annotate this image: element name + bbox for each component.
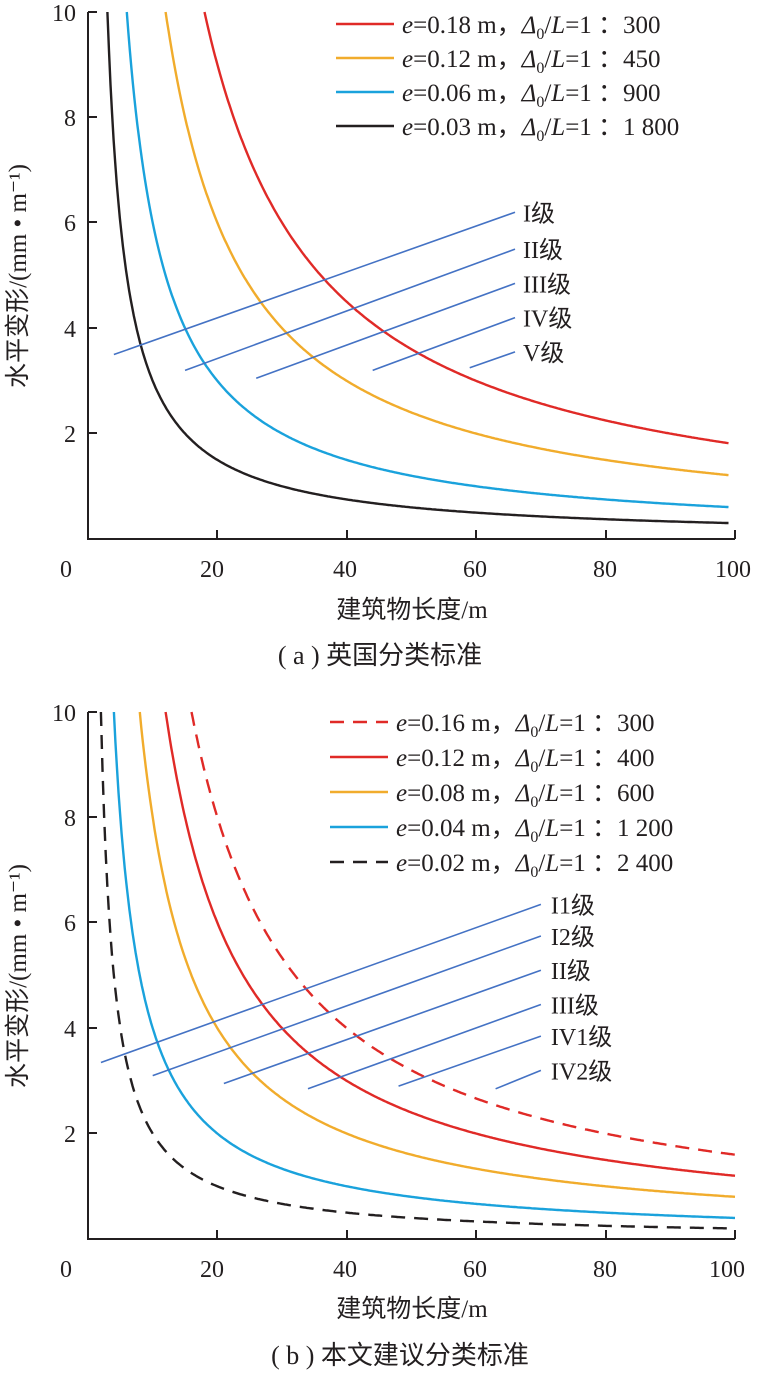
level-label-0: I级 [523, 200, 555, 227]
series-line-3 [112, 711, 735, 1220]
x-tick-label: 60 [463, 557, 487, 583]
series-line-1 [164, 711, 736, 1177]
series-line-0 [203, 11, 729, 445]
level-label-5: IV2级 [551, 1058, 612, 1085]
series-line-2 [125, 11, 729, 509]
x-tick-label: 60 [463, 1257, 487, 1283]
x-tick-label: 40 [333, 557, 357, 583]
chart-panel-a: I级 II级 III级 IV级 V级 0 20 40 60 80 100 2 4 6 8… [4, 1, 751, 670]
level-line-4 [469, 351, 516, 369]
legend-label-3: e=0.04 m，Δ0/L=1 ：1 200 [396, 815, 673, 846]
x-tick-label: 0 [60, 1257, 72, 1283]
level-line-0 [100, 903, 542, 1064]
legend-label-2: e=0.06 m，Δ0/L=1 ：900 [402, 80, 661, 111]
y-tick-label: 10 [52, 1, 76, 27]
x-tick-label: 20 [200, 557, 224, 583]
x-axis-label: 建筑物长度/m [336, 1295, 488, 1323]
chart-caption: ( a ) 英国分类标准 [278, 641, 482, 670]
level-label-4: V级 [523, 340, 564, 367]
x-axis-label: 建筑物长度/m [336, 596, 488, 624]
level-label-2: III级 [523, 271, 571, 298]
level-label-0: I1级 [551, 892, 595, 919]
level-label-3: III级 [551, 992, 599, 1019]
level-line-1 [152, 935, 542, 1077]
x-tick-label: 100 [715, 557, 751, 583]
y-tick-label: 10 [52, 701, 76, 727]
level-label-4: IV1级 [551, 1024, 612, 1051]
x-axis-ticks [216, 530, 736, 539]
level-label-1: I2级 [551, 924, 595, 951]
y-tick-label: 2 [64, 422, 76, 448]
x-tick-label: 80 [593, 557, 617, 583]
level-line-5 [495, 1069, 542, 1090]
level-label-2: II级 [551, 958, 591, 985]
series-layer [99, 711, 736, 1230]
x-axis-ticks [216, 1230, 736, 1239]
level-line-0 [113, 211, 516, 356]
x-tick-label: 0 [60, 557, 72, 583]
series-line-4 [99, 711, 736, 1230]
y-tick-label: 8 [64, 106, 76, 132]
level-label-3: IV级 [523, 306, 572, 333]
x-tick-label: 100 [709, 1257, 745, 1283]
y-tick-label: 4 [64, 1017, 76, 1043]
legend-label-1: e=0.12 m，Δ0/L=1 ：450 [402, 46, 661, 77]
level-line-2 [223, 969, 542, 1085]
y-axis-ticks [88, 11, 97, 434]
y-tick-label: 8 [64, 806, 76, 832]
x-tick-label: 40 [333, 1257, 357, 1283]
y-tick-label: 6 [64, 911, 76, 937]
series-line-3 [106, 11, 729, 525]
level-lines-layer: I级 II级 III级 IV级 V级 [113, 200, 572, 380]
chart-caption: ( b ) 本文建议分类标准 [271, 1341, 529, 1370]
legend: e=0.16 m，Δ0/L=1 ：300 e=0.12 m，Δ0/L=1 ：400… [330, 710, 673, 881]
level-line-2 [255, 282, 516, 380]
level-line-3 [307, 1003, 542, 1090]
legend-label-4: e=0.02 m，Δ0/L=1 ：2 400 [396, 850, 673, 881]
series-layer [106, 11, 729, 525]
x-tick-label: 20 [200, 1257, 224, 1283]
series-line-1 [164, 11, 729, 477]
y-axis-ticks [88, 711, 97, 1134]
axes-frame [87, 712, 735, 1240]
legend-label-2: e=0.08 m，Δ0/L=1 ：600 [396, 780, 655, 811]
axes-frame [87, 12, 735, 540]
legend-label-0: e=0.16 m，Δ0/L=1 ：300 [396, 710, 655, 741]
level-line-3 [372, 316, 516, 372]
y-tick-label: 2 [64, 1122, 76, 1148]
series-line-2 [138, 711, 736, 1198]
y-tick-label: 4 [64, 317, 76, 343]
legend-label-3: e=0.03 m，Δ0/L=1 ：1 800 [402, 114, 679, 145]
legend-label-0: e=0.18 m，Δ0/L=1 ：300 [402, 12, 661, 43]
legend-label-1: e=0.12 m，Δ0/L=1 ：400 [396, 745, 655, 776]
level-label-1: II级 [523, 237, 563, 264]
level-lines-layer: I1级 I2级 II级 III级 IV1级 IV2级 [100, 892, 612, 1090]
x-tick-label: 80 [593, 1257, 617, 1283]
y-tick-label: 6 [64, 211, 76, 237]
y-axis-label: 水平变形/(mm • m⁻¹) [4, 164, 32, 388]
level-line-4 [398, 1035, 542, 1087]
level-line-1 [184, 248, 516, 372]
y-axis-label: 水平变形/(mm • m⁻¹) [4, 864, 32, 1088]
series-line-0 [190, 711, 736, 1156]
